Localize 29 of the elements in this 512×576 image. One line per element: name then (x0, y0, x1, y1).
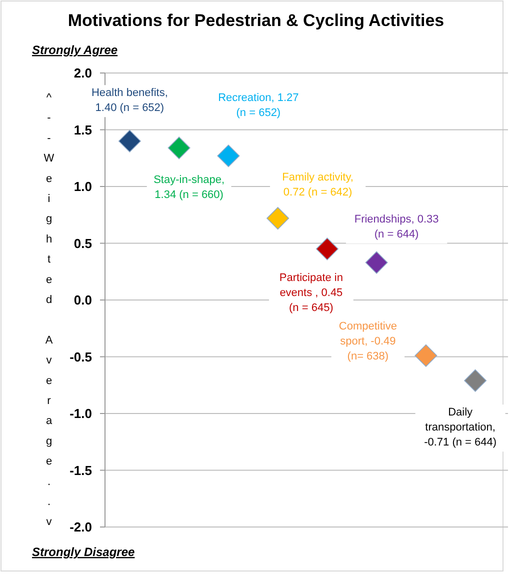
point (118, 130, 141, 152)
data-label: Friendships, 0.33 (n = 644) (354, 214, 439, 241)
y-tick-label: 1.5 (74, 122, 92, 138)
y-tick-label: -2.0 (70, 520, 92, 535)
y-tick-label: 0.5 (74, 236, 92, 251)
y-tick-label: 0.0 (74, 292, 92, 308)
y-tick-label: -0.5 (70, 349, 92, 364)
y-tick-label: 1.0 (74, 179, 92, 194)
point (168, 136, 190, 160)
data-label: Family activity, 0.72 (n = 642) (282, 171, 354, 198)
y-tick-label: -1.5 (70, 462, 92, 478)
y-tick-label: 2.0 (74, 66, 92, 81)
point (365, 251, 388, 274)
text: Strongly Agree (32, 43, 118, 57)
point (316, 238, 338, 260)
data-label: Daily transportation, -0.71 (n = 644) (424, 406, 497, 449)
data-label: Stay-in-shape, 1.34 (n = 660) (154, 174, 225, 201)
data-label: Competitive sport, -0.49 (n= 638) (338, 320, 397, 363)
point (217, 144, 240, 168)
data-label: Health benefits, 1.40 (n = 652) (91, 87, 168, 114)
chart-title: Motivations for Pedestrian & Cycling Activities (68, 11, 444, 30)
point (464, 369, 487, 392)
y-tick-label: -1.0 (70, 406, 92, 422)
y-axis-title: ^--Weighted Average..v (43, 92, 55, 536)
text: Strongly Disagree (32, 545, 136, 559)
point (266, 207, 290, 230)
data-label: Participate in events , 0.45 (n = 645) (279, 272, 343, 314)
point (414, 344, 438, 367)
data-label: Recreation, 1.27 (n = 652) (218, 92, 299, 119)
